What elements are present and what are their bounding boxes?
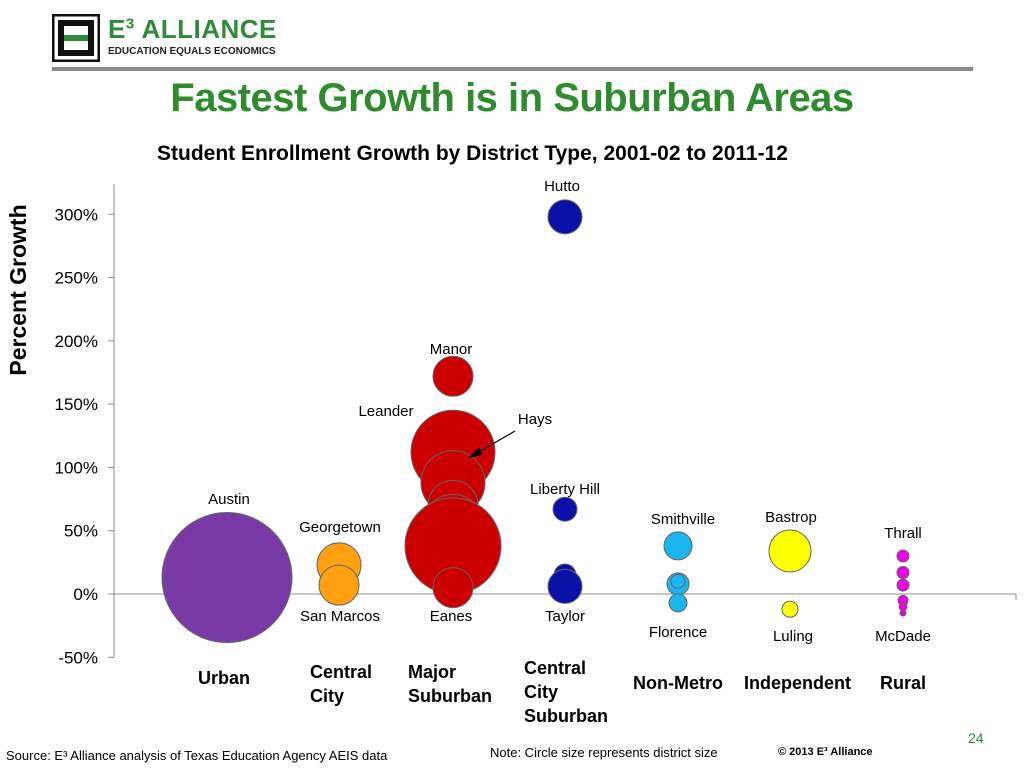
category-label: Rural <box>880 671 926 695</box>
hays-annotation-label: Hays <box>518 411 552 428</box>
bubble-point <box>663 531 693 561</box>
e3-alliance-logo: E3 ALLIANCE EDUCATION EQUALS ECONOMICS <box>52 14 276 66</box>
category-label-line: Independent <box>744 673 851 693</box>
category-label: Independent <box>744 671 851 695</box>
bubble-point <box>896 565 910 579</box>
category-label-line: Central <box>524 658 587 678</box>
bubble-point <box>552 496 578 522</box>
bubble-point <box>432 567 474 609</box>
bubble-label: Taylor <box>545 608 585 625</box>
bubble-point <box>547 199 583 235</box>
bubble-point <box>896 549 910 563</box>
bubble-label: Luling <box>773 628 813 645</box>
logo-name: E3 ALLIANCE <box>108 14 277 44</box>
category-label: Central City <box>310 660 372 708</box>
footer-source: Source: E³ Alliance analysis of Texas Ed… <box>6 748 388 763</box>
y-tick-label: 300% <box>55 205 98 224</box>
bubble-point <box>432 355 474 397</box>
bubble-label: Austin <box>208 491 250 508</box>
bubble-label: McDade <box>875 628 931 645</box>
bubble-point <box>898 602 908 612</box>
bubble-label: Eanes <box>430 608 473 625</box>
bubble-label: Florence <box>649 624 707 641</box>
bubble-label: San Marcos <box>300 608 380 625</box>
bubble-point <box>670 573 686 589</box>
category-label: Urban <box>198 666 250 690</box>
chart-title: Student Enrollment Growth by District Ty… <box>157 142 788 165</box>
category-label-line: Suburban <box>408 686 492 706</box>
bubble-point <box>899 609 907 617</box>
y-tick-label: 50% <box>64 522 98 541</box>
category-label: Central City Suburban <box>524 656 608 728</box>
bubble-label: Georgetown <box>299 519 381 536</box>
category-label-line: City <box>310 686 345 706</box>
y-tick-label: 250% <box>55 269 98 288</box>
bubble-point <box>668 593 688 613</box>
bubble-label: Thrall <box>884 525 922 542</box>
header-divider <box>52 67 973 71</box>
bubble-point <box>781 600 799 618</box>
y-tick-label: 0% <box>73 585 98 604</box>
bubble-point <box>161 512 293 644</box>
bubble-label: Bastrop <box>765 509 817 526</box>
bubble-point <box>318 564 360 606</box>
bubble-label: Hutto <box>544 178 580 195</box>
logo-tagline: EDUCATION EQUALS ECONOMICS <box>108 46 276 57</box>
category-label-line: Non-Metro <box>633 673 723 693</box>
category-label-line: Major <box>408 662 457 682</box>
y-tick-label: 150% <box>55 395 98 414</box>
e3-logo-mark-icon <box>52 14 100 62</box>
category-label-line: Central <box>310 662 373 682</box>
category-label-line: Urban <box>198 668 251 688</box>
bubble-label: Leander <box>358 403 413 420</box>
category-label-line: Suburban <box>524 706 608 726</box>
bubble-point <box>768 529 812 573</box>
hays-arrow-head-icon <box>468 447 482 458</box>
footer-copyright: © 2013 E³ Alliance <box>778 746 873 758</box>
y-tick-label: -50% <box>58 648 98 667</box>
y-tick-label: 100% <box>55 458 98 477</box>
bubble-label: Manor <box>430 341 473 358</box>
footer-note: Note: Circle size represents district si… <box>490 745 718 760</box>
category-label: Major Suburban <box>408 660 492 708</box>
y-tick-label: 200% <box>55 332 98 351</box>
bubble-point <box>547 568 583 604</box>
category-label: Non-Metro <box>633 671 723 695</box>
page-number: 24 <box>968 730 984 746</box>
slide-headline: Fastest Growth is in Suburban Areas <box>170 76 854 120</box>
bubble-label: Smithville <box>651 511 715 528</box>
category-label-line: City <box>524 682 559 702</box>
bubble-point <box>896 578 910 592</box>
bubble-label: Liberty Hill <box>530 481 600 498</box>
category-label-line: Rural <box>880 673 927 693</box>
